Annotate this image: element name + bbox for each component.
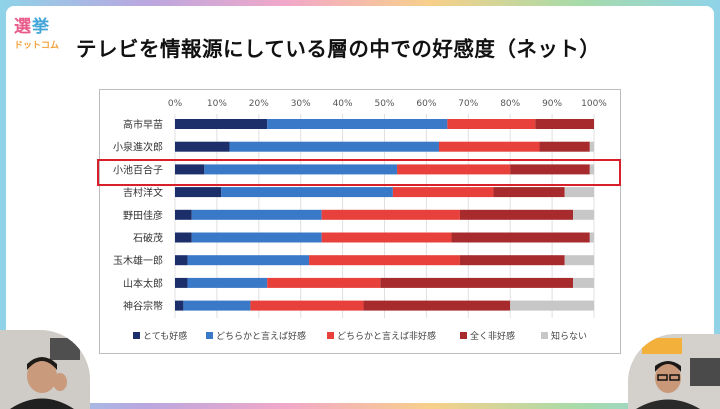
bar-segment (204, 164, 398, 175)
legend-label: 全く非好感 (470, 330, 515, 342)
bar-segment (175, 277, 188, 288)
bar-segment (187, 277, 268, 288)
bar-segment (175, 187, 222, 198)
category-label: 吉村洋文 (123, 186, 163, 199)
bar-segment (191, 209, 322, 220)
legend-swatch (327, 332, 334, 339)
bar-segment (175, 164, 205, 175)
bar-segment (309, 255, 460, 266)
bar-segment (564, 255, 594, 266)
x-tick-label: 0% (168, 99, 183, 109)
legend: とても好感 どちらかと言えば好感 どちらかと言えば非好感 全く非好感 知らない (133, 330, 587, 342)
bar-segment (380, 277, 574, 288)
bar-segment (510, 300, 594, 311)
x-tick-label: 90% (542, 99, 562, 109)
x-tick-label: 50% (374, 99, 394, 109)
bar-segment (175, 255, 188, 266)
bar-segment (321, 209, 460, 220)
senkyo-dotcom-logo: 選挙 ドットコム (14, 17, 60, 58)
category-label: 石破茂 (133, 232, 163, 245)
bar-segment (564, 187, 594, 198)
slide-title: テレビを情報源にしている層の中での好感度（ネット） (76, 37, 601, 61)
category-label: 玉木雄一郎 (113, 254, 163, 267)
bar-segment (451, 232, 590, 243)
legend-swatch (541, 332, 548, 339)
category-label: 小池百合子 (113, 163, 163, 176)
bar-segment (589, 232, 594, 243)
bar-segment (187, 255, 310, 266)
logo-subtext: ドットコム (14, 41, 60, 51)
bar-segment (191, 232, 322, 243)
bars (175, 119, 594, 311)
category-label: 小泉進次郎 (113, 141, 163, 154)
bar-segment (175, 141, 230, 152)
bar-segment (250, 300, 364, 311)
highlight-box-koike (97, 159, 621, 186)
bar-segment (321, 232, 452, 243)
bar-segment (392, 187, 494, 198)
bar-segment (363, 300, 511, 311)
x-tick-label: 70% (458, 99, 478, 109)
bar-segment (267, 277, 381, 288)
bar-segment (438, 141, 540, 152)
bar-segment (573, 277, 594, 288)
bar-segment (493, 187, 565, 198)
legend-label: どちらかと言えば好感 (216, 330, 306, 342)
legend-label: どちらかと言えば非好感 (337, 330, 436, 342)
legend-swatch (206, 332, 213, 339)
bar-segment (459, 209, 574, 220)
x-tick-label: 80% (500, 99, 520, 109)
bar-segment (397, 164, 511, 175)
category-label: 高市早苗 (123, 118, 163, 131)
legend-label: とても好感 (143, 330, 187, 342)
x-tick-label: 40% (333, 99, 353, 109)
x-tick-label: 20% (249, 99, 269, 109)
x-tick-label: 100% (581, 99, 607, 109)
bar-segment (589, 164, 594, 175)
category-label: 野田佳彦 (123, 209, 163, 222)
bar-segment (510, 164, 590, 175)
bar-segment (535, 119, 594, 129)
x-tick-label: 60% (416, 99, 436, 109)
logo-char-1: 選 (14, 17, 32, 37)
bar-segment (459, 255, 565, 266)
bar-segment (175, 232, 192, 243)
bar-segment (175, 300, 184, 311)
bar-segment (539, 141, 590, 152)
legend-label: 知らない (551, 330, 587, 342)
bar-segment (447, 119, 536, 129)
bar-segment (267, 119, 448, 129)
bar-segment (175, 119, 268, 129)
category-label: 神谷宗幣 (123, 300, 163, 313)
presenter-camera-right (628, 334, 720, 409)
bar-segment (183, 300, 251, 311)
bar-segment (229, 141, 439, 152)
bar-segment (175, 209, 192, 220)
category-label: 山本太郎 (123, 277, 163, 290)
logo-char-2: 挙 (32, 17, 50, 37)
x-tick-label: 10% (207, 99, 227, 109)
x-tick-labels: 0% 10% 20% 30% 40% 50% 60% 70% 80% 90% 100% (168, 99, 607, 109)
bar-segment (573, 209, 594, 220)
bar-segment (221, 187, 393, 198)
bar-segment (589, 141, 594, 152)
legend-swatch (460, 332, 467, 339)
legend-swatch (133, 332, 140, 339)
x-tick-label: 30% (291, 99, 311, 109)
